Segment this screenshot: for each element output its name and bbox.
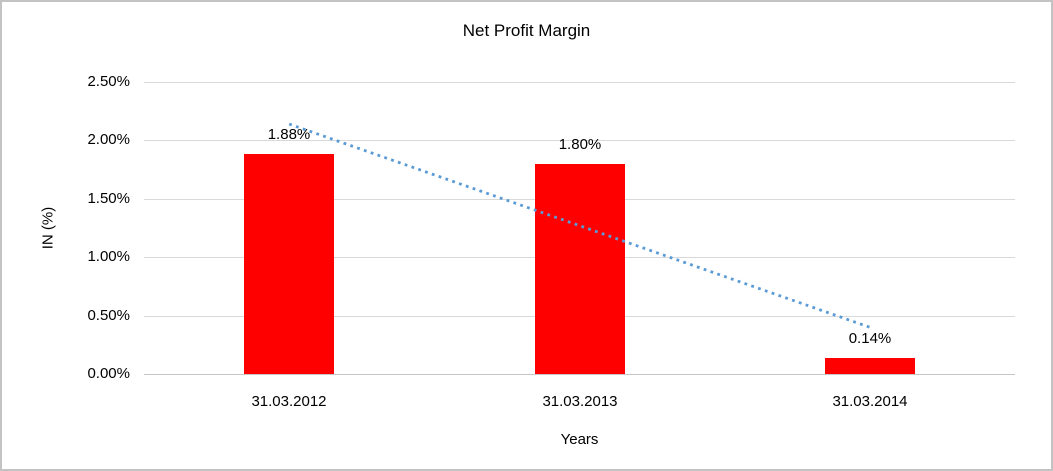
x-tick-label: 31.03.2014	[832, 393, 908, 410]
y-tick-label: 2.50%	[87, 73, 130, 90]
bar-31.03.2012	[244, 154, 334, 374]
y-tick-label: 1.00%	[87, 248, 130, 265]
x-axis-line	[144, 374, 1015, 375]
y-tick-label: 0.00%	[87, 365, 130, 382]
bar-value-label: 1.80%	[558, 136, 602, 153]
y-tick-label: 0.50%	[87, 307, 130, 324]
gridline	[144, 82, 1015, 83]
y-axis-title: IN (%)	[39, 206, 57, 250]
bar-31.03.2013	[535, 164, 625, 374]
x-axis-title: Years	[560, 431, 599, 448]
x-tick-label: 31.03.2012	[251, 393, 327, 410]
bar-31.03.2014	[825, 358, 915, 374]
bar-value-label: 0.14%	[848, 330, 892, 347]
chart-title: Net Profit Margin	[462, 21, 591, 40]
y-tick-label: 2.00%	[87, 131, 130, 148]
y-tick-label: 1.50%	[87, 190, 130, 207]
bar-value-label: 1.88%	[267, 126, 311, 143]
x-tick-label: 31.03.2013	[542, 393, 618, 410]
